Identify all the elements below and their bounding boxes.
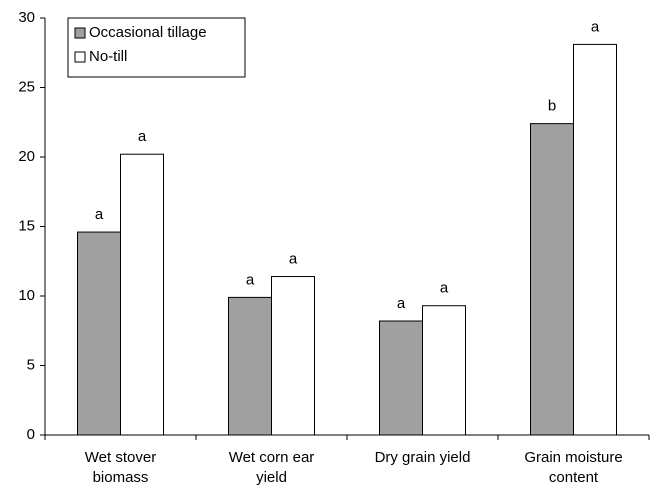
significance-letter: a bbox=[289, 251, 298, 268]
x-tick-label: biomass bbox=[93, 469, 149, 486]
x-tick-label: Grain moisture bbox=[524, 449, 622, 466]
bar bbox=[228, 296, 272, 436]
y-tick-label: 0 bbox=[27, 426, 35, 443]
y-tick-label: 5 bbox=[27, 356, 35, 373]
significance-letter: a bbox=[440, 280, 449, 297]
significance-letter: a bbox=[138, 128, 147, 145]
significance-letter: a bbox=[246, 271, 255, 288]
bar bbox=[120, 153, 164, 436]
significance-letter: a bbox=[95, 206, 104, 223]
legend-swatch bbox=[74, 51, 86, 63]
y-tick-label: 20 bbox=[18, 148, 35, 165]
x-tick-label: yield bbox=[256, 469, 287, 486]
x-tick-label: Wet corn ear bbox=[229, 449, 315, 466]
significance-letter: a bbox=[397, 295, 406, 312]
x-tick-label: Dry grain yield bbox=[375, 449, 471, 466]
legend-box bbox=[67, 17, 246, 78]
legend-label: Occasional tillage bbox=[89, 24, 207, 41]
x-tick-label: Wet stover bbox=[85, 449, 156, 466]
bar bbox=[77, 231, 121, 436]
legend-swatch bbox=[74, 27, 86, 39]
legend-label: No-till bbox=[89, 48, 127, 65]
y-tick-label: 30 bbox=[18, 9, 35, 26]
bar bbox=[422, 305, 466, 436]
y-tick-label: 25 bbox=[18, 78, 35, 95]
y-tick-label: 15 bbox=[18, 217, 35, 234]
bar bbox=[271, 276, 315, 436]
bar bbox=[573, 43, 617, 436]
significance-letter: a bbox=[591, 18, 600, 35]
significance-letter: b bbox=[548, 98, 556, 115]
y-tick-label: 10 bbox=[18, 287, 35, 304]
bar bbox=[530, 123, 574, 436]
bar bbox=[379, 320, 423, 436]
x-tick-label: content bbox=[549, 469, 599, 486]
legend: Occasional tillage No-till bbox=[67, 17, 246, 78]
